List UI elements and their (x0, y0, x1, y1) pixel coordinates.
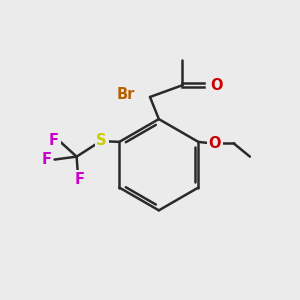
Text: O: O (210, 78, 222, 93)
Text: Br: Br (116, 87, 135, 102)
Text: S: S (96, 133, 107, 148)
Text: F: F (75, 172, 85, 187)
Text: O: O (208, 136, 221, 151)
Text: F: F (49, 133, 59, 148)
Text: F: F (42, 152, 52, 167)
